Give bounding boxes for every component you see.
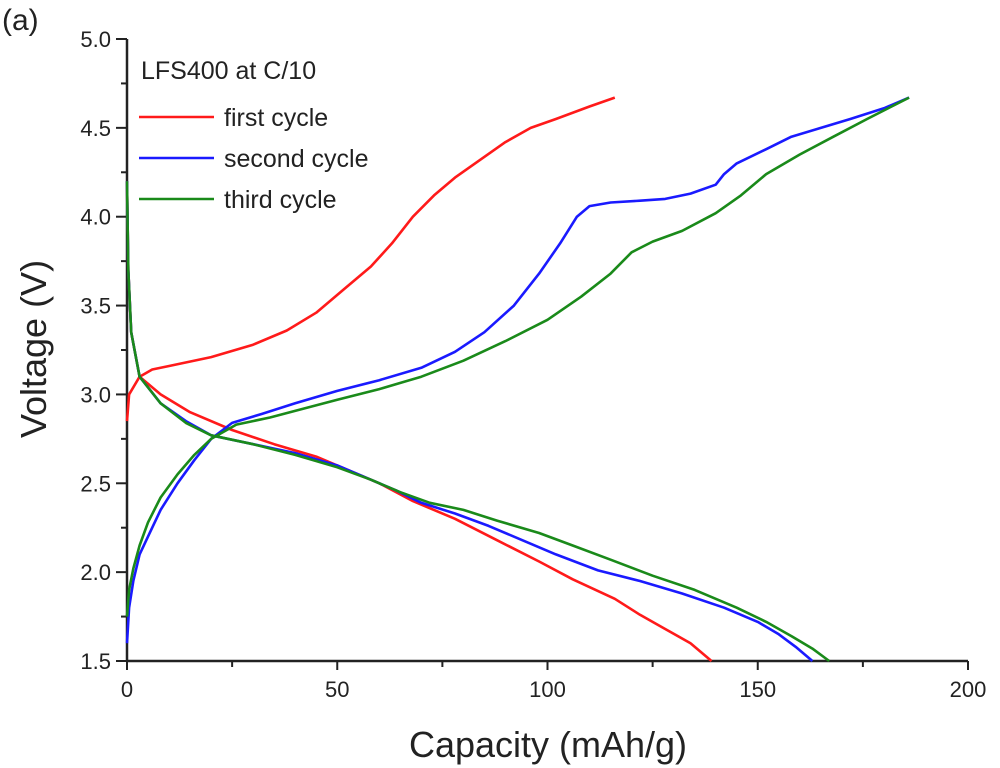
legend-label-1: first cycle [224,104,328,132]
y-tick-label: 4.5 [80,116,111,141]
x-tick-label: 150 [739,677,776,702]
y-tick-label: 3.5 [80,294,111,319]
y-tick-label: 1.5 [80,649,111,674]
series-2-charge-curve [125,96,910,644]
x-tick-label: 50 [325,677,349,702]
y-tick-label: 4.0 [80,205,111,230]
legend-label-2: second cycle [224,145,369,173]
y-tick-label: 2.5 [80,471,111,496]
series-3-discharge-curve [125,181,830,663]
y-tick-label: 3.0 [80,382,111,407]
curves [125,96,910,663]
series-2-discharge-curve [125,181,814,662]
y-tick-label: 2.0 [80,560,111,585]
y-axis-label: Voltage (V) [13,260,54,438]
series-1-charge-curve [125,96,616,422]
x-axis-label: Capacity (mAh/g) [409,724,687,765]
panel-label: (a) [2,4,39,37]
x-tick-label: 100 [529,677,566,702]
series-1-discharge-curve [125,181,713,662]
legend: LFS400 at C/10 first cycle second cycle th… [139,57,369,214]
axes: 0 50 100 150 200 1.5 2.0 2.5 3.0 3.5 4.0 4.5 5.0 [80,27,986,702]
legend-title: LFS400 at C/10 [141,57,316,85]
legend-label-3: third cycle [224,186,337,214]
x-tick-label: 0 [121,677,133,702]
y-tick-label: 5.0 [80,27,111,52]
x-tick-label: 200 [950,677,987,702]
series-3-charge-curve [125,96,910,617]
